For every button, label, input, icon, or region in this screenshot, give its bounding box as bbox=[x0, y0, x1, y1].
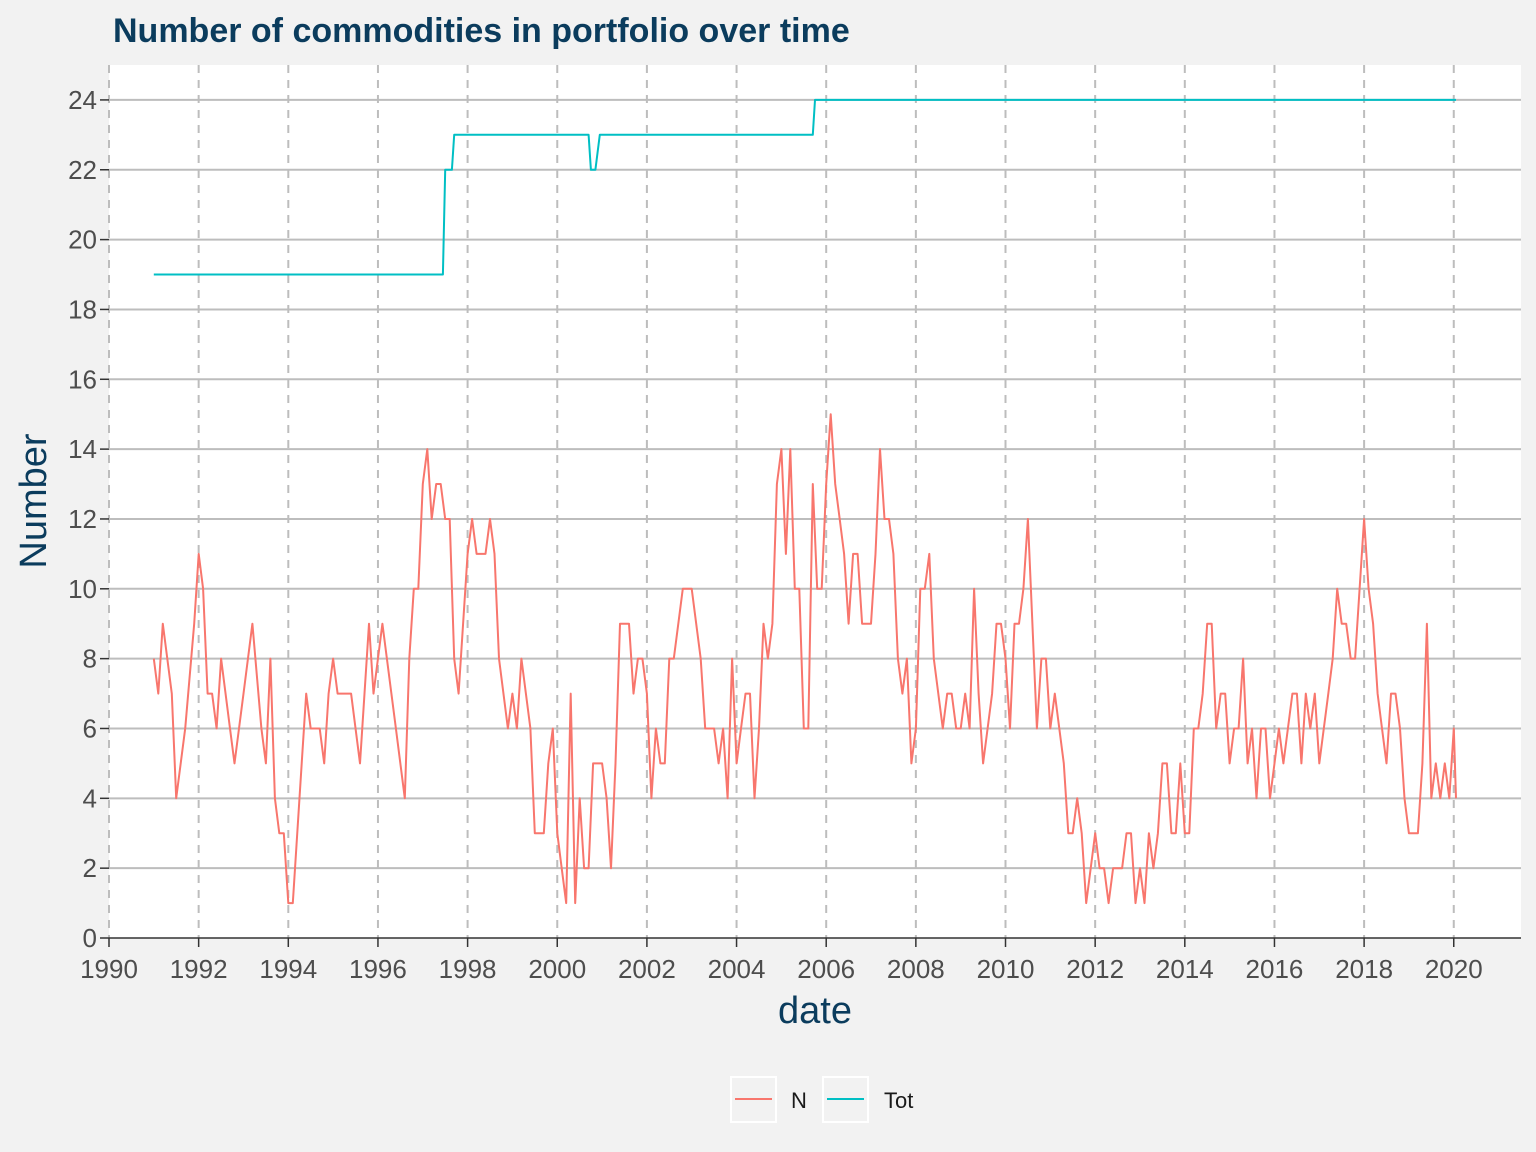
y-tick-label: 4 bbox=[83, 783, 97, 813]
y-tick-label: 10 bbox=[68, 574, 97, 604]
x-tick-label: 2000 bbox=[528, 954, 586, 984]
x-tick-label: 2008 bbox=[887, 954, 945, 984]
y-tick-label: 18 bbox=[68, 294, 97, 324]
x-tick-label: 2012 bbox=[1066, 954, 1124, 984]
legend: N Tot bbox=[730, 1076, 913, 1123]
y-tick-label: 2 bbox=[83, 853, 97, 883]
x-tick-label: 2014 bbox=[1156, 954, 1214, 984]
x-tick-label: 1992 bbox=[170, 954, 228, 984]
chart-title: Number of commodities in portfolio over … bbox=[113, 12, 850, 50]
y-tick-label: 0 bbox=[83, 923, 97, 953]
series-line-n bbox=[152, 413, 1457, 905]
y-tick-label: 6 bbox=[83, 713, 97, 743]
x-tick-label: 2016 bbox=[1246, 954, 1304, 984]
x-tick-label: 2004 bbox=[708, 954, 766, 984]
y-tick-label: 14 bbox=[68, 434, 97, 464]
x-axis-ticks: 1990 1992 1994 1996 1998 2000 2002 2004 2006 2008… bbox=[80, 938, 1483, 984]
y-axis-title: Number bbox=[13, 433, 55, 568]
y-tick-label: 16 bbox=[68, 364, 97, 394]
y-tick-label: 8 bbox=[83, 644, 97, 674]
y-tick-label: 24 bbox=[68, 85, 97, 115]
plot-panel bbox=[109, 65, 1521, 938]
x-tick-label: 2002 bbox=[618, 954, 676, 984]
x-tick-label: 1998 bbox=[439, 954, 497, 984]
x-tick-label: 2020 bbox=[1425, 954, 1483, 984]
x-tick-label: 2006 bbox=[797, 954, 855, 984]
y-tick-label: 22 bbox=[68, 155, 97, 185]
y-tick-label: 12 bbox=[68, 504, 97, 534]
x-tick-label: 1990 bbox=[80, 954, 138, 984]
x-tick-label: 1994 bbox=[259, 954, 317, 984]
x-gridlines bbox=[108, 65, 1455, 938]
legend-label-tot: Tot bbox=[884, 1088, 913, 1113]
y-tick-label: 20 bbox=[68, 225, 97, 255]
x-tick-label: 2018 bbox=[1335, 954, 1393, 984]
x-axis-title: date bbox=[778, 990, 852, 1032]
series-line-tot bbox=[153, 98, 1456, 276]
x-tick-label: 1996 bbox=[349, 954, 407, 984]
legend-label-n: N bbox=[791, 1088, 807, 1113]
series-lines bbox=[152, 98, 1457, 905]
y-gridlines bbox=[109, 98, 1521, 870]
x-tick-label: 2010 bbox=[977, 954, 1035, 984]
